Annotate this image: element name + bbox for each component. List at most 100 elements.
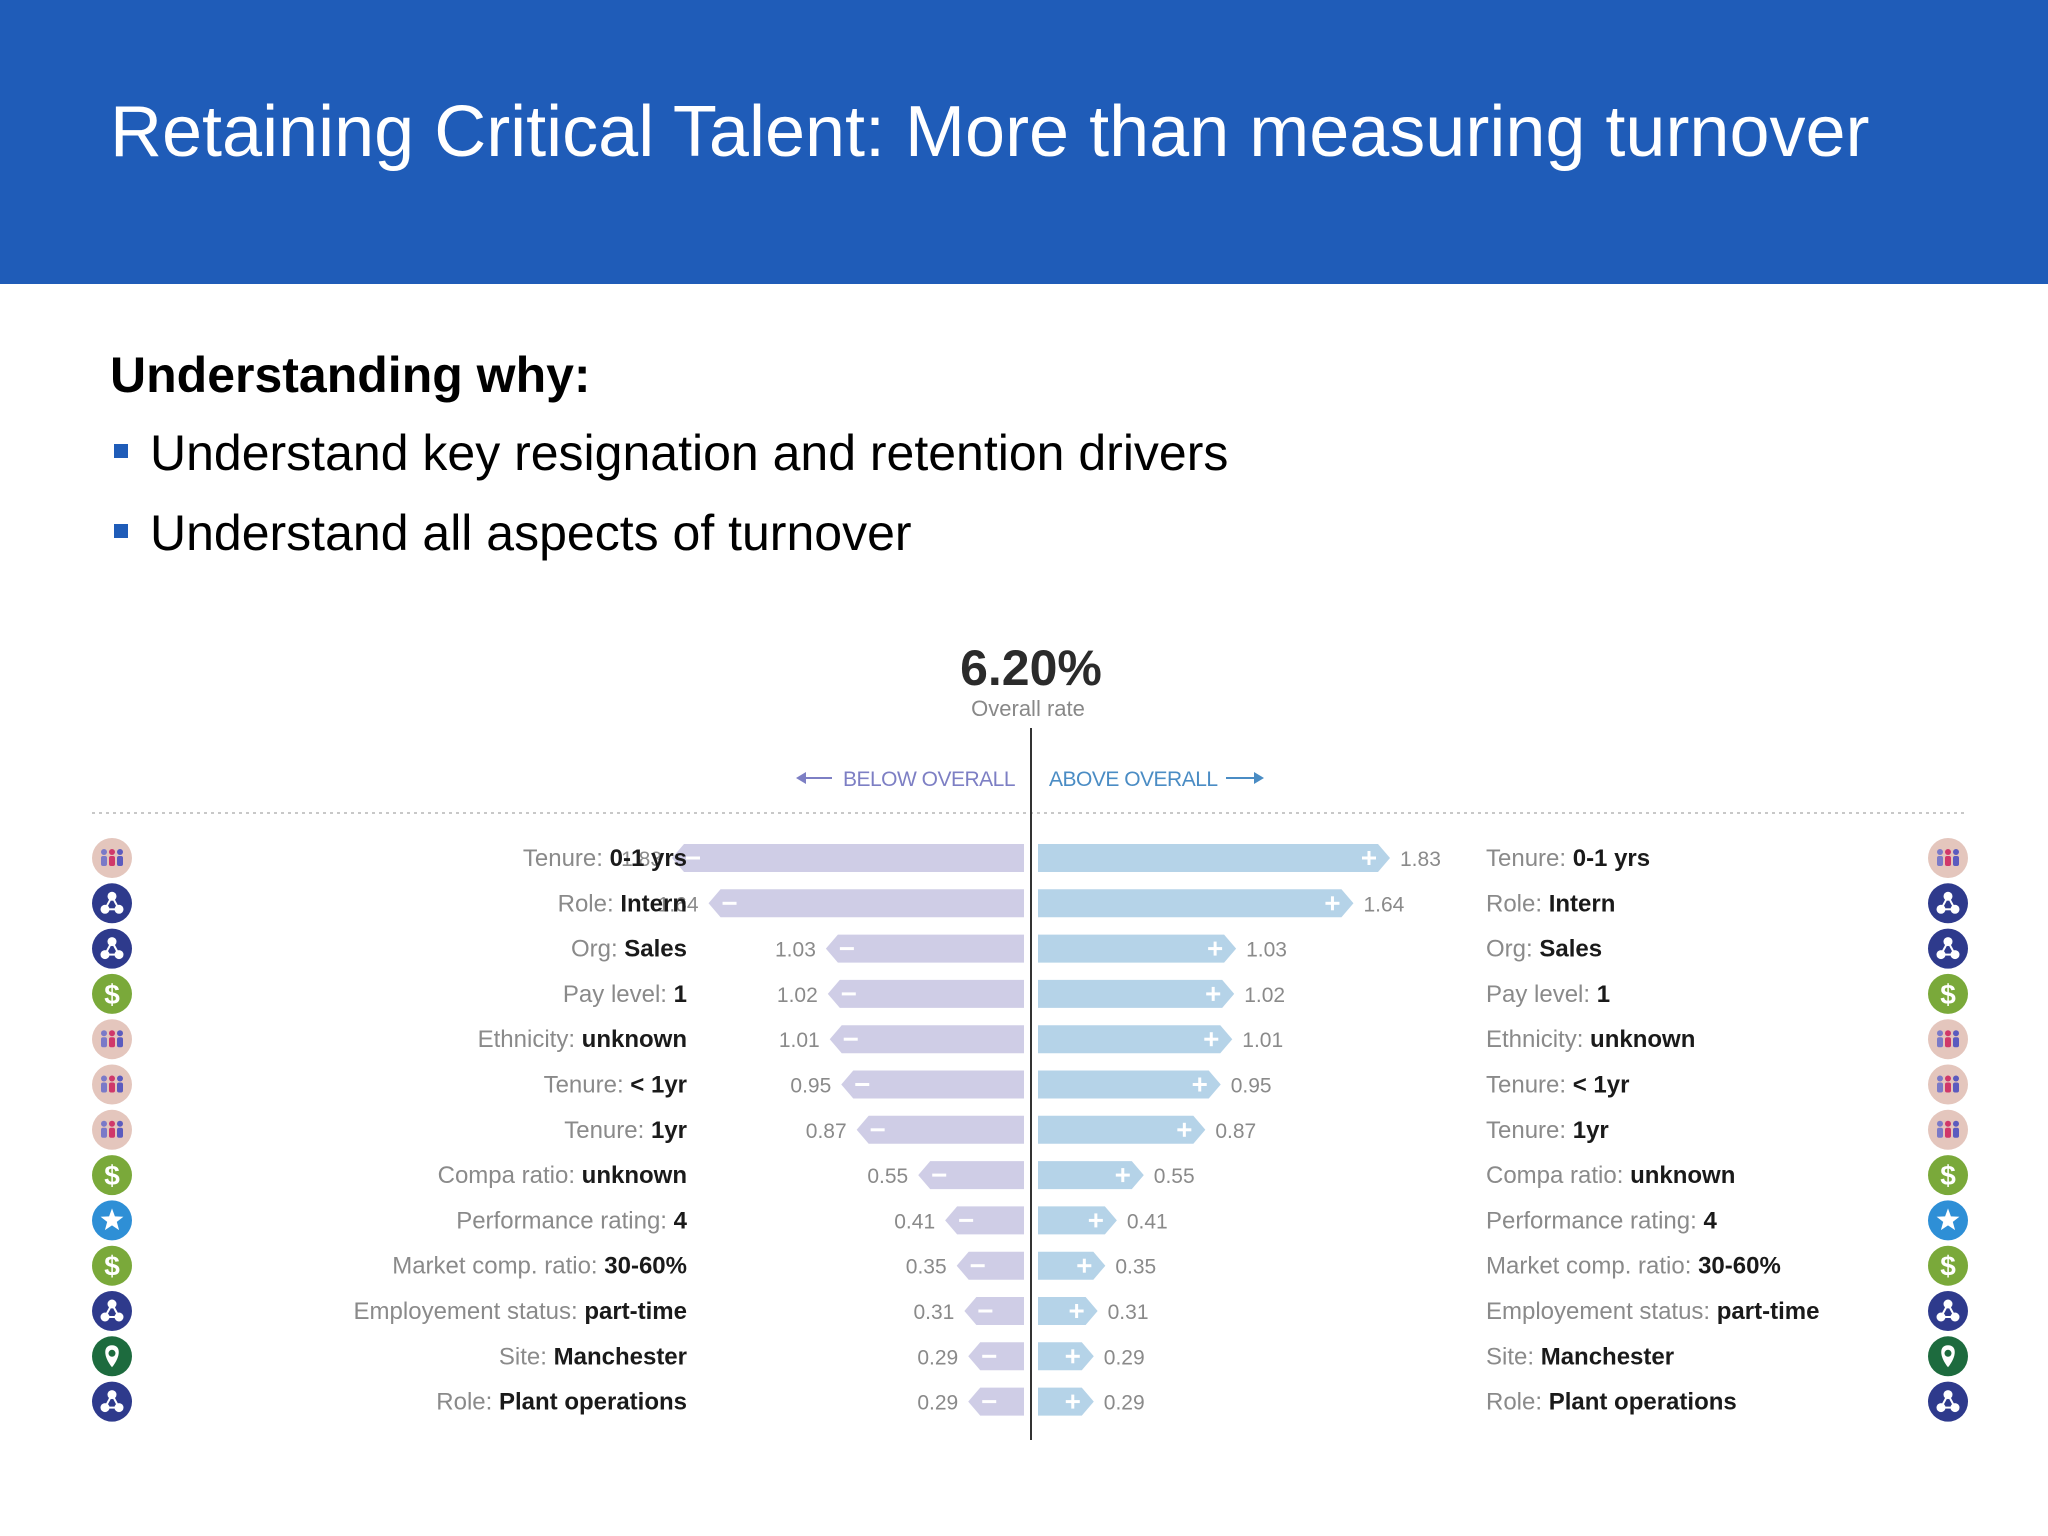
location-pin-icon [92,1336,132,1377]
org-network-icon [92,1381,132,1422]
above-value-label: 1.83 [1400,848,1441,871]
below-overall-bar [964,1297,1024,1325]
dollar-icon: $ [92,1245,132,1286]
plus-icon [1192,1077,1207,1092]
svg-text:$: $ [1940,1160,1956,1191]
plus-icon [1208,941,1223,956]
above-overall-bar [1038,1161,1144,1190]
label-value: Manchester [554,1343,687,1370]
label-prefix: Role: [1486,1389,1549,1416]
people-icon [1928,838,1968,878]
plus-icon [1362,851,1376,865]
below-overall-bar [708,889,1024,918]
below-value-label: 0.55 [867,1165,908,1188]
right-category-label: Ethnicity: unknown [1486,1026,1695,1053]
label-prefix: Tenure: [544,1072,631,1099]
bullet-marker [114,444,128,458]
chart-row: 1.03 1.03 [775,934,1287,963]
label-value: 0-1 yrs [610,845,687,872]
above-value-label: 0.29 [1104,1346,1145,1369]
above-overall-header: ABOVE OVERALL [1049,768,1264,791]
label-value: unknown [1590,1026,1695,1053]
plus-icon [1065,1394,1080,1409]
right-category-label: Role: Intern [1486,890,1615,917]
org-network-icon [92,883,132,924]
label-value: 0-1 yrs [1573,845,1650,872]
label-prefix: Role: [1486,890,1549,917]
below-overall-bar [672,844,1024,872]
above-value-label: 1.03 [1246,939,1287,962]
star-icon [1928,1200,1968,1241]
above-overall-label: ABOVE OVERALL [1049,768,1218,791]
above-value-label: 0.35 [1115,1256,1156,1279]
star-icon [92,1200,132,1241]
title-banner: Retaining Critical Talent: More than mea… [0,0,2048,284]
chart-row: 0.35 0.35 [906,1251,1156,1280]
label-prefix: Site: [499,1343,554,1370]
above-value-label: 1.02 [1244,984,1285,1007]
chart-row: 1.64 1.64 [658,889,1405,918]
minus-icon [686,856,700,860]
plus-icon [1204,1032,1219,1047]
label-value: Sales [624,936,687,963]
label-value: Sales [1539,936,1602,963]
below-overall-bar [825,934,1024,963]
plus-icon [1088,1213,1103,1228]
left-category-label: Tenure: 0-1 yrs [523,845,687,872]
label-prefix: Tenure: [1486,1072,1573,1099]
label-value: unknown [582,1026,687,1053]
chart-row: 0.55 0.55 [867,1161,1195,1190]
label-value: part-time [584,1298,687,1325]
right-category-label: Tenure: 0-1 yrs [1486,845,1650,872]
below-value-label: 0.29 [917,1346,958,1369]
svg-text:$: $ [104,979,120,1010]
right-category-label: Role: Plant operations [1486,1389,1737,1416]
below-value-label: 1.01 [779,1029,820,1052]
org-network-icon [1928,883,1968,924]
minus-icon [843,1037,858,1041]
above-overall-bar [1038,1025,1233,1054]
label-prefix: Tenure: [564,1117,651,1144]
label-prefix: Compa ratio: [1486,1162,1630,1189]
label-value: unknown [582,1162,687,1189]
left-category-label: Pay level: 1 [563,981,687,1008]
label-value: Manchester [1541,1343,1674,1370]
people-icon [92,1109,132,1150]
left-category-label: Ethnicity: unknown [478,1026,687,1053]
label-value: 30-60% [604,1253,687,1280]
label-prefix: Role: [558,890,621,917]
below-value-label: 1.83 [621,848,662,871]
bullet-text: Understand key resignation and retention… [150,425,1229,481]
label-prefix: Market comp. ratio: [392,1253,604,1280]
chart-row: 1.02 1.02 [777,979,1285,1008]
label-prefix: Org: [571,936,624,963]
dollar-icon: $ [92,973,132,1014]
chart-row: 0.87 0.87 [806,1115,1256,1144]
people-icon [1928,1109,1968,1150]
below-value-label: 0.29 [917,1392,958,1415]
dollar-icon: $ [1928,973,1968,1014]
above-overall-bar [1038,1115,1206,1144]
right-category-label: Org: Sales [1486,936,1602,963]
label-value: < 1yr [630,1072,687,1099]
dollar-icon: $ [1928,1155,1968,1196]
above-value-label: 0.31 [1108,1301,1149,1324]
below-overall-bar [945,1206,1024,1235]
svg-text:$: $ [104,1251,120,1282]
above-overall-bar [1038,934,1237,963]
above-value-label: 0.29 [1104,1392,1145,1415]
label-prefix: Ethnicity: [1486,1026,1590,1053]
right-category-label: Pay level: 1 [1486,981,1610,1008]
chart-row: 0.31 0.31 [913,1297,1149,1325]
location-pin-icon [1928,1336,1968,1377]
bullet-marker [114,524,128,538]
left-category-label: Role: Intern [558,890,687,917]
label-prefix: Performance rating: [456,1207,673,1234]
plus-icon [1069,1304,1084,1318]
right-category-label: Tenure: < 1yr [1486,1072,1629,1099]
label-prefix: Compa ratio: [438,1162,582,1189]
above-value-label: 0.95 [1231,1075,1272,1098]
label-value: unknown [1630,1162,1735,1189]
chart-row: 0.29 0.29 [917,1342,1145,1371]
